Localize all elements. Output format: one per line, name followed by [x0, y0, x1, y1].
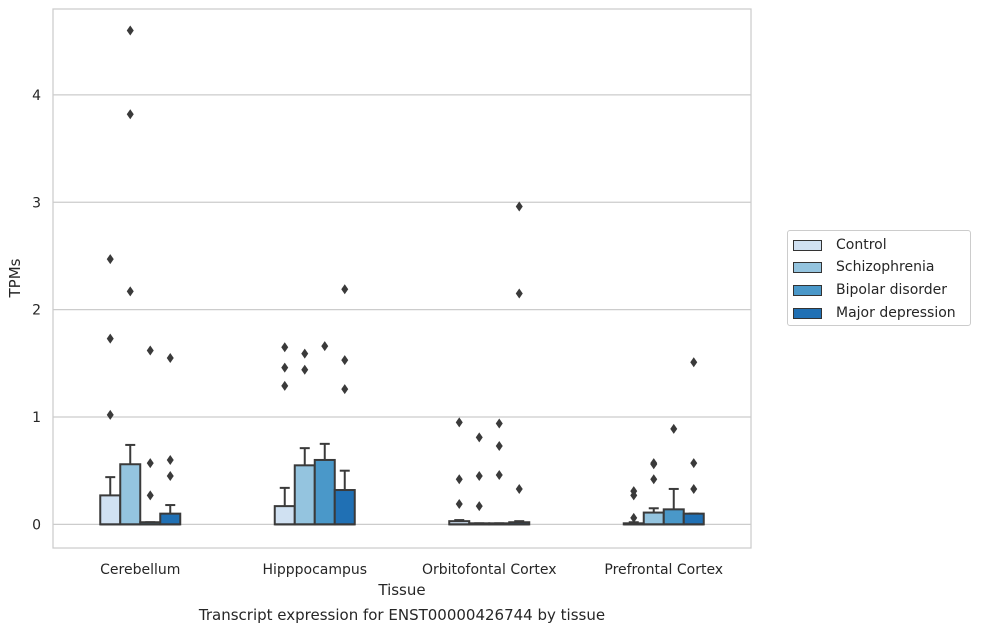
outlier-point	[650, 474, 658, 485]
box-rect	[159, 512, 182, 526]
box-bipolar-disorder	[313, 442, 336, 526]
legend-item-schizophrenia: Schizophrenia	[793, 258, 934, 276]
box-bipolar-disorder	[488, 522, 511, 526]
box-schizophrenia	[119, 443, 142, 526]
legend-item-control: Control	[793, 236, 887, 254]
box-rect	[99, 494, 122, 526]
y-tick-label: 0	[32, 517, 41, 533]
outlier-point	[281, 380, 289, 391]
legend-label-bipolar-disorder: Bipolar disorder	[836, 282, 948, 298]
outlier-point	[106, 409, 114, 420]
box-rect	[662, 508, 685, 526]
outlier-point	[455, 498, 463, 509]
y-tick-label: 1	[32, 410, 41, 426]
outlier-point	[495, 469, 503, 480]
legend-label-schizophrenia: Schizophrenia	[836, 259, 935, 275]
box-rect	[293, 464, 316, 526]
outlier-point	[455, 474, 463, 485]
box-bipolar-disorder	[139, 521, 162, 526]
outlier-point	[630, 512, 638, 523]
x-axis-label: Tissue	[377, 581, 425, 599]
legend-label-major-depression: Major depression	[836, 305, 956, 321]
box-major-depression	[682, 512, 705, 526]
box-rect	[682, 512, 705, 526]
box-major-depression	[159, 504, 182, 526]
outlier-point	[515, 201, 523, 212]
x-tick-labels: Cerebellum Hipppocampus Orbitofontal Corte…	[100, 562, 723, 578]
x-tick-label: Cerebellum	[100, 562, 180, 578]
legend-label-control: Control	[836, 237, 887, 253]
outlier-point	[301, 364, 309, 375]
outlier-point	[650, 458, 658, 469]
outlier-point	[515, 288, 523, 299]
x-tick-label: Orbitofontal Cortex	[422, 562, 557, 578]
outlier-point	[146, 345, 154, 356]
box-major-depression	[508, 520, 531, 526]
outlier-point	[515, 483, 523, 494]
box-rect	[313, 458, 336, 526]
outlier-point	[475, 432, 483, 443]
box-rect	[642, 511, 665, 526]
plot-area	[52, 8, 752, 549]
box-control	[448, 519, 471, 526]
outlier-point	[690, 357, 698, 368]
outlier-point	[166, 471, 174, 482]
legend-swatch-control	[793, 239, 822, 251]
outlier-point	[495, 418, 503, 429]
legend-item-bipolar-disorder: Bipolar disorder	[793, 281, 947, 299]
outlier-point	[166, 454, 174, 465]
outlier-point	[455, 417, 463, 428]
outlier-point	[126, 286, 134, 297]
outlier-point	[166, 352, 174, 363]
outlier-point	[341, 355, 349, 366]
y-tick-label: 2	[32, 303, 41, 319]
outlier-point	[475, 501, 483, 512]
legend-swatch-bipolar-disorder	[793, 284, 822, 296]
legend-item-major-depression: Major depression	[793, 304, 956, 322]
box-schizophrenia	[468, 522, 491, 526]
outlier-point	[341, 284, 349, 295]
outlier-point	[146, 458, 154, 469]
box-control	[273, 486, 296, 526]
outlier-point	[495, 440, 503, 451]
outlier-point	[341, 384, 349, 395]
outlier-points	[106, 25, 698, 523]
figure-caption: Transcript expression for ENST0000042674…	[198, 606, 606, 624]
outlier-point	[690, 458, 698, 469]
box-rect	[333, 489, 356, 526]
outlier-point	[146, 490, 154, 501]
box-rect	[273, 505, 296, 526]
outlier-point	[475, 471, 483, 482]
y-tick-label: 3	[32, 195, 41, 211]
legend: Control Schizophrenia Bipolar disorder M…	[787, 230, 971, 326]
legend-swatch-major-depression	[793, 307, 822, 319]
box-series	[99, 442, 705, 526]
legend-swatch-schizophrenia	[793, 261, 822, 273]
outlier-point	[281, 362, 289, 373]
box-major-depression	[333, 469, 356, 526]
outlier-point	[670, 423, 678, 434]
x-tick-label: Hipppocampus	[262, 562, 367, 578]
outlier-point	[281, 342, 289, 353]
y-tick-label: 4	[32, 88, 41, 104]
outlier-point	[690, 483, 698, 494]
outlier-point	[301, 348, 309, 359]
outlier-point	[126, 25, 134, 36]
outlier-point	[106, 254, 114, 265]
outlier-point	[106, 333, 114, 344]
outlier-point	[321, 341, 329, 352]
x-tick-label: Prefrontal Cortex	[604, 562, 723, 578]
box-bipolar-disorder	[662, 487, 685, 526]
outlier-point	[630, 486, 638, 497]
y-axis-label: TPMs	[6, 258, 24, 298]
box-rect	[119, 463, 142, 526]
outlier-point	[126, 109, 134, 120]
y-tick-labels: 0 1 2 3 4	[32, 88, 41, 533]
